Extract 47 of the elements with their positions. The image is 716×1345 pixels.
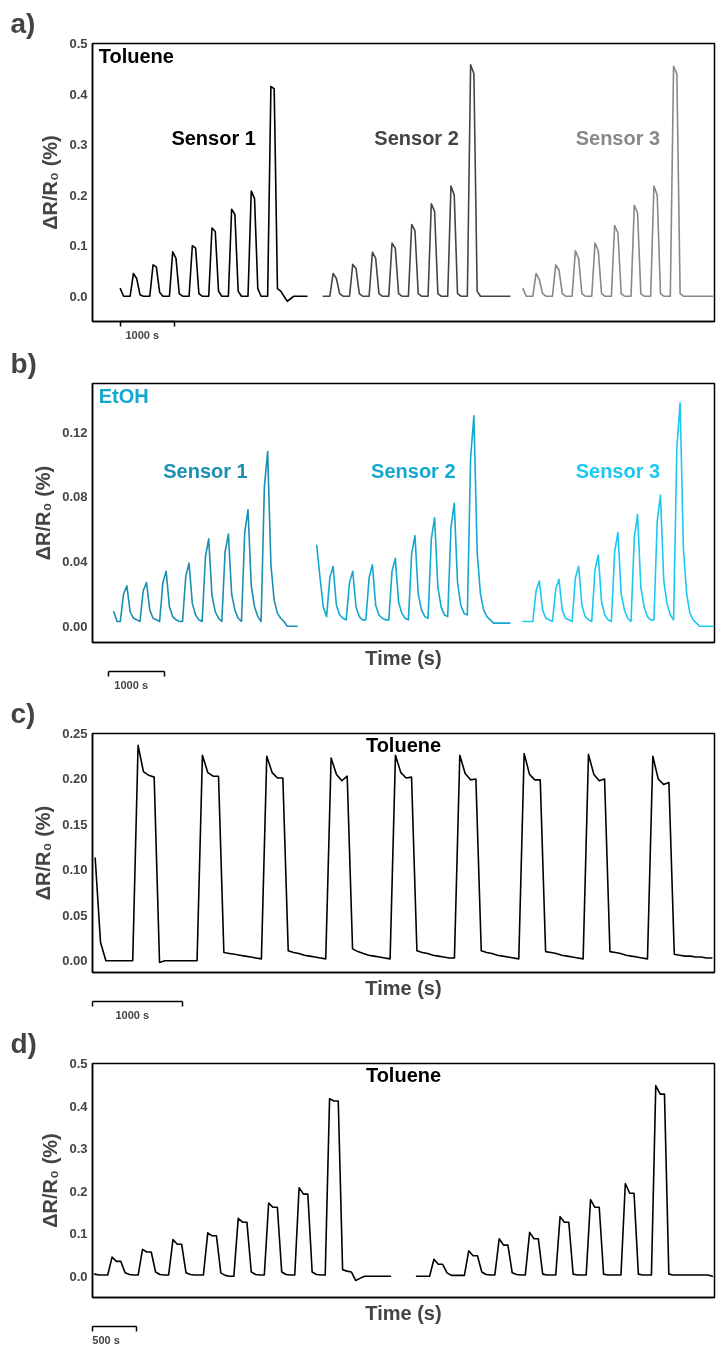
y-tick-label: 0.08 [62, 489, 88, 505]
chart-title: d) [10, 1027, 37, 1059]
y-tick-label: 0.00 [62, 618, 88, 634]
y-tick-label: 0.15 [62, 816, 88, 832]
text: 1000 s [125, 328, 160, 341]
x-axis-title: Time (s) [365, 976, 442, 999]
annotation: Toluene [365, 1064, 442, 1087]
y-tick-label: 0.3 [69, 1141, 88, 1157]
y-tick-label: 0.4 [69, 1098, 89, 1114]
x-axis-title: Time (s) [365, 1301, 442, 1324]
series-label: Sensor 1 [171, 127, 256, 150]
y-tick-label: 0.3 [69, 137, 88, 153]
y-tick-label: 0.04 [62, 554, 89, 570]
y-tick-label: 0.10 [62, 862, 88, 878]
chart-title: b) [10, 347, 37, 379]
series-label: Sensor 3 [575, 127, 661, 150]
text: 1000 s [115, 1008, 150, 1021]
y-tick-label: 0.2 [69, 1183, 88, 1199]
y-tick-label: 0.05 [62, 907, 88, 923]
y-tick-label: 0.5 [69, 36, 88, 51]
y-tick-label: 0.0 [69, 288, 88, 304]
y-tick-label: 0.5 [69, 1056, 88, 1071]
annotation: Toluene [98, 44, 174, 67]
x-axis-title: Time (s) [365, 646, 442, 669]
y-tick-label: 0.12 [62, 424, 88, 440]
y-tick-label: 0.0 [69, 1268, 88, 1284]
annotation: EtOH [98, 384, 149, 407]
y-tick-label: 0.00 [62, 953, 88, 969]
y-tick-label: 0.2 [69, 187, 88, 203]
chart-title: a) [10, 7, 36, 39]
series-label: Sensor 2 [371, 459, 456, 482]
y-axis-title: ΔR/R₀ (%) [39, 135, 62, 230]
series-label: Sensor 2 [374, 127, 459, 150]
y-tick-label: 0.20 [62, 771, 88, 787]
annotation: Toluene [365, 734, 442, 757]
y-tick-label: 0.25 [62, 726, 88, 741]
chart-title: c) [10, 697, 36, 729]
series-label: Sensor 1 [163, 459, 248, 482]
y-axis-title: ΔR/R₀ (%) [32, 805, 55, 901]
y-tick-label: 0.1 [69, 1226, 88, 1242]
text: 1000 s [114, 678, 149, 691]
y-axis-title: ΔR/R₀ (%) [39, 1133, 62, 1228]
text: 500 s [92, 1333, 120, 1345]
y-axis-title: ΔR/R₀ (%) [32, 465, 55, 561]
series-label: Sensor 3 [575, 459, 661, 482]
y-tick-label: 0.1 [69, 238, 88, 254]
y-tick-label: 0.4 [69, 86, 89, 102]
